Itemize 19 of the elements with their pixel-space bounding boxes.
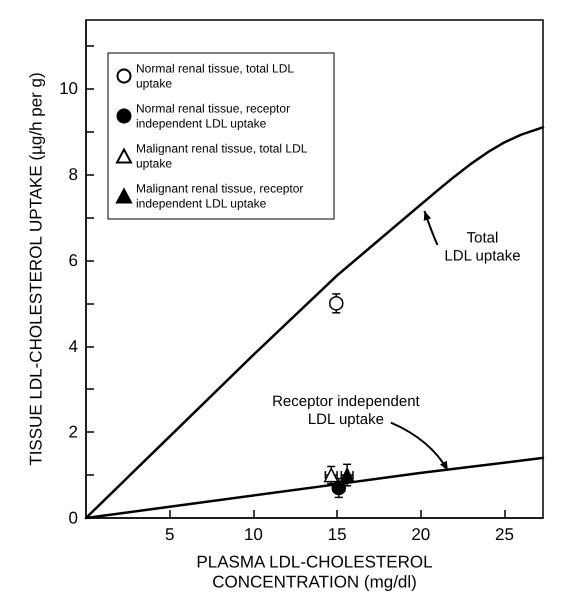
annotation: Receptor independent LDL uptake [272,393,421,428]
legend-label: Normal renal tissue, receptor independent LDL uptake [136,102,294,130]
x-axis-title: PLASMA LDL-CHOLESTEROL CONCENTRATION (mg/dl) [196,552,433,592]
y-tick-label: 8 [68,165,78,184]
x-tick-label: 25 [495,525,514,544]
y-tick-label: 10 [59,79,78,98]
legend-label: Malignant renal tissue, total LDL uptake [136,142,310,170]
y-tick-label: 2 [68,422,78,442]
y-tick-label: 0 [68,508,78,528]
x-tick-label: 10 [244,525,263,544]
y-tick-label: 4 [68,336,78,356]
y-tick-label: 6 [68,250,78,270]
x-tick-label: 5 [164,525,174,544]
annotation: Total LDL uptake [444,229,521,264]
legend-label: Malignant renal tissue, receptor independent LDL uptake [136,182,307,210]
y-axis-title: TISSUE LDL-CHOLESTEROL UPTAKE (µg/h per g) [26,72,46,466]
legend-label: Normal renal tissue, total LDL uptake [136,62,297,90]
x-tick-label: 20 [411,525,430,544]
x-tick-label: 15 [328,525,347,544]
